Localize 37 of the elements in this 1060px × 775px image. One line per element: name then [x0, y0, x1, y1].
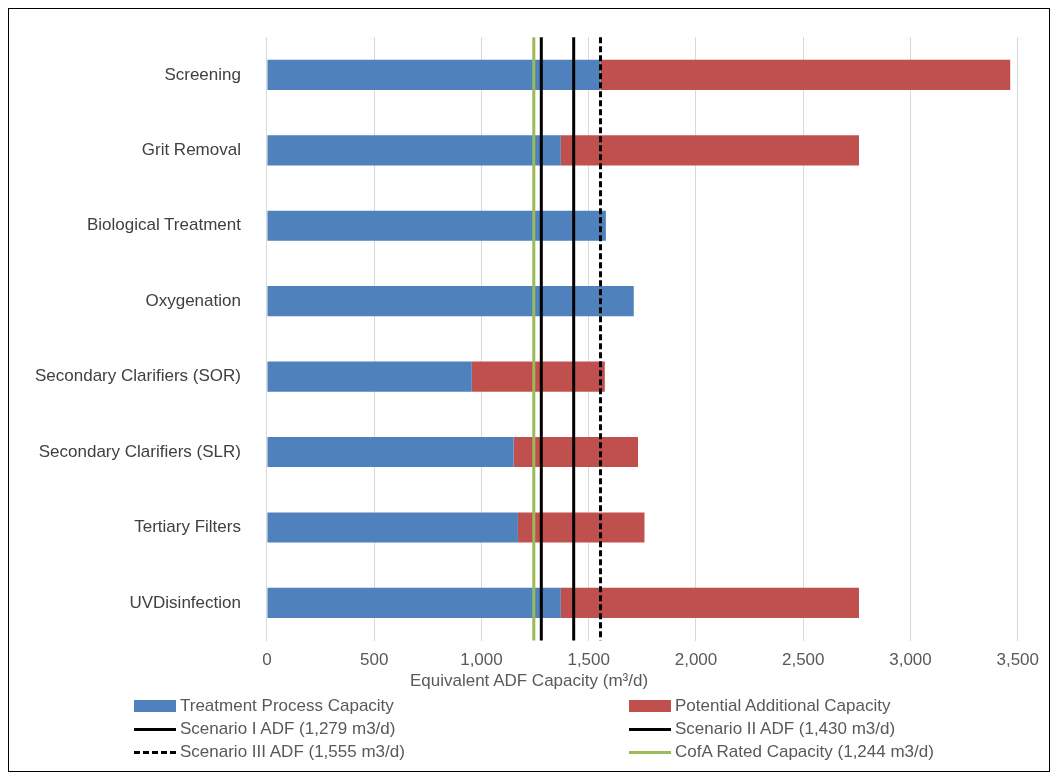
x-tick-label: 0 — [262, 650, 272, 670]
bar — [560, 587, 859, 618]
bar — [267, 587, 561, 618]
bar — [517, 512, 645, 543]
legend-label: Potential Additional Capacity — [675, 696, 891, 716]
y-tick-label: Oxygenation — [145, 290, 241, 310]
y-tick-label: Secondary Clarifiers (SLR) — [38, 441, 241, 461]
legend-label: Scenario III ADF (1,555 m3/d) — [180, 742, 405, 762]
bar — [560, 135, 859, 166]
x-tick-label: 500 — [360, 650, 389, 670]
y-tick-label: Biological Treatment — [86, 215, 242, 235]
y-tick-label: Screening — [164, 64, 241, 84]
bar — [267, 436, 514, 468]
x-axis-title: Equivalent ADF Capacity (m³/d) — [408, 671, 650, 691]
bar — [267, 286, 634, 317]
bar — [471, 361, 605, 392]
y-tick-label: Grit Removal — [141, 140, 241, 160]
legend-label: Treatment Process Capacity — [180, 696, 394, 716]
y-tick-label: UVDisinfection — [129, 592, 241, 612]
bar — [267, 361, 472, 392]
x-tick-label: 1,500 — [567, 650, 610, 670]
x-tick-label: 2,500 — [781, 650, 825, 670]
legend-label: Scenario II ADF (1,430 m3/d) — [675, 719, 896, 739]
x-tick-label: 3,000 — [889, 650, 932, 670]
bar — [267, 210, 606, 241]
y-tick-label: Tertiary Filters — [134, 517, 241, 537]
x-tick-label: 3,500 — [996, 650, 1039, 670]
bar — [267, 512, 518, 543]
bar — [513, 436, 639, 468]
x-tick-label: 1,000 — [460, 650, 503, 670]
y-tick-label: Secondary Clarifiers (SOR) — [34, 366, 241, 386]
x-tick-label: 2,000 — [674, 650, 718, 670]
bar — [267, 135, 561, 166]
bar — [267, 59, 601, 90]
legend-label: Scenario I ADF (1,279 m3/d) — [180, 719, 396, 739]
bar — [600, 59, 1011, 90]
legend-label: CofA Rated Capacity (1,244 m3/d) — [675, 742, 934, 762]
